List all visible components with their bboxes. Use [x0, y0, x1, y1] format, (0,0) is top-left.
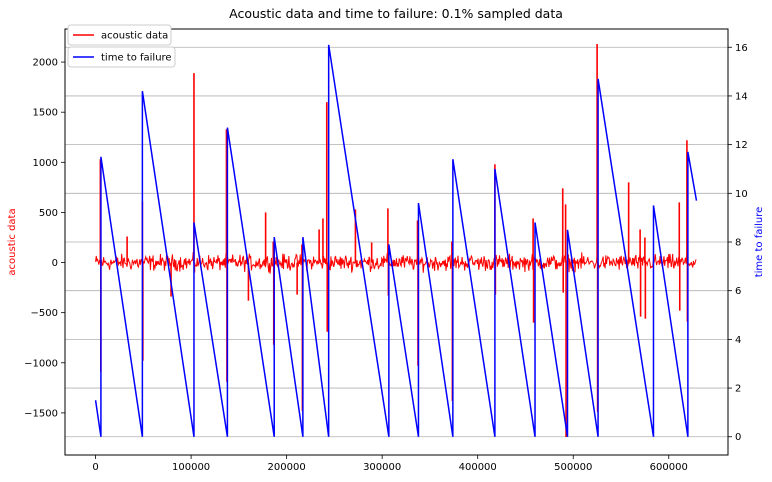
- grid-lines: [65, 46, 728, 438]
- time-to-failure-series: [94, 44, 698, 437]
- x-tick-label: 500000: [554, 462, 592, 473]
- left-y-axis-ticks: −1500 −1000 −500 0 500 1000 1500 2000: [24, 58, 65, 419]
- right-y-axis-ticks: 0 2 4 6 8 10 12 14 16: [728, 43, 748, 443]
- right-y-tick-label: 12: [735, 140, 748, 151]
- right-y-tick-label: 0: [735, 432, 741, 443]
- x-axis-ticks: 0 100000 200000 300000 400000 500000 600000: [92, 455, 688, 473]
- right-y-tick-label: 14: [735, 91, 748, 102]
- acoustic-data-noise: [95, 252, 697, 274]
- left-y-tick-label: −500: [31, 308, 58, 319]
- left-y-tick-label: 2000: [33, 58, 58, 69]
- left-y-tick-label: 1500: [33, 108, 58, 119]
- legend-label-time-to-failure: time to failure: [101, 53, 172, 64]
- left-axis-label: acoustic data: [7, 208, 18, 275]
- legend-box: [67, 46, 176, 68]
- x-tick-label: 100000: [172, 462, 210, 473]
- time-to-failure-line: [94, 44, 698, 437]
- right-y-tick-label: 6: [735, 286, 741, 297]
- x-tick-label: 300000: [363, 462, 401, 473]
- left-y-tick-label: 1000: [33, 158, 58, 169]
- x-tick-label: 400000: [459, 462, 497, 473]
- left-y-tick-label: −1500: [24, 408, 58, 419]
- right-y-tick-label: 16: [735, 43, 748, 54]
- right-y-tick-label: 8: [735, 238, 741, 249]
- legend-label-acoustic-data: acoustic data: [101, 31, 168, 42]
- x-tick-label: 0: [92, 462, 98, 473]
- x-tick-label: 600000: [650, 462, 688, 473]
- left-y-tick-label: −1000: [24, 358, 58, 369]
- left-y-tick-label: 0: [52, 258, 58, 269]
- right-y-tick-label: 4: [735, 335, 741, 346]
- legend-time-to-failure: time to failure: [67, 46, 176, 68]
- legend-box: [67, 24, 172, 46]
- x-tick-label: 200000: [268, 462, 306, 473]
- right-y-tick-label: 10: [735, 189, 748, 200]
- left-y-tick-label: 500: [39, 208, 58, 219]
- legend-acoustic-data: acoustic data: [67, 24, 172, 46]
- right-axis-label: time to failure: [754, 207, 765, 278]
- right-y-tick-label: 2: [735, 384, 741, 395]
- chart-title: Acoustic data and time to failure: 0.1% …: [229, 6, 563, 21]
